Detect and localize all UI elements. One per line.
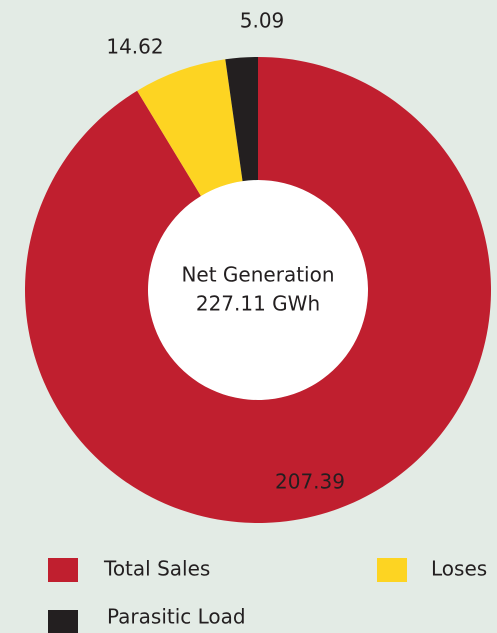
- donut-slice: [24, 57, 492, 523]
- data-label: 207.39: [275, 470, 345, 494]
- legend-label: Total Sales: [103, 557, 210, 581]
- legend-swatch: [377, 558, 407, 582]
- legend-swatch: [48, 558, 78, 582]
- center-label: Net Generation: [181, 263, 334, 287]
- donut-hole: [148, 180, 368, 400]
- data-label: 5.09: [240, 9, 285, 33]
- legend-label: Parasitic Load: [107, 605, 246, 629]
- legend-label: Loses: [431, 557, 487, 581]
- data-label: 14.62: [106, 35, 163, 59]
- center-label: 227.11 GWh: [196, 292, 320, 316]
- donut-slice: [137, 59, 243, 196]
- legend-swatch: [48, 610, 78, 633]
- donut-slice: [225, 57, 258, 182]
